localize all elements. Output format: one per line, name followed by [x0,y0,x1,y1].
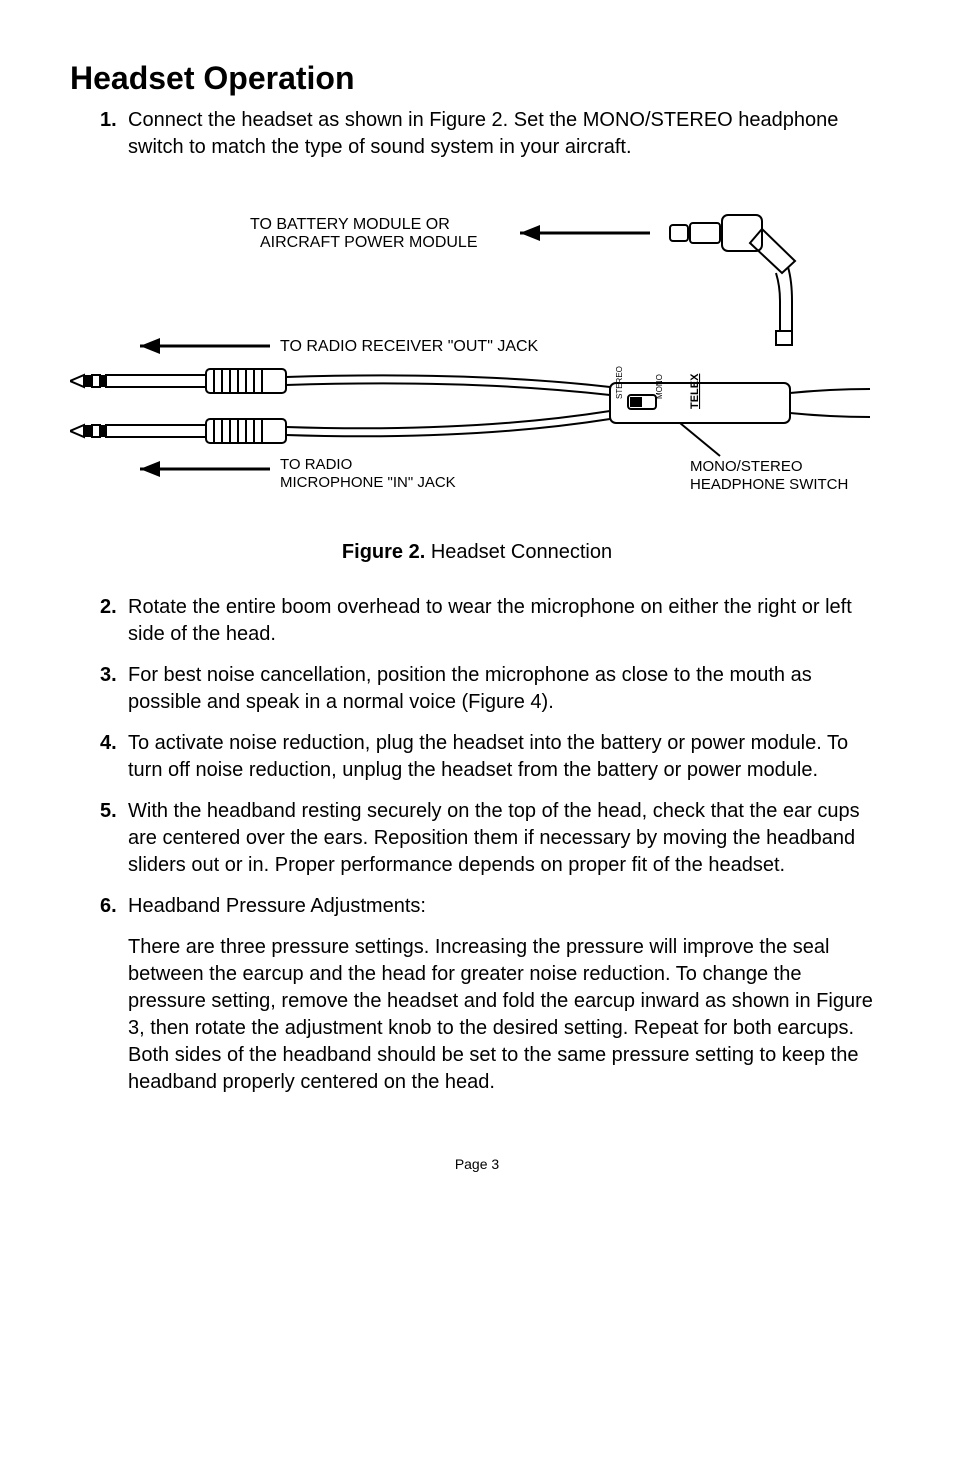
page-number: Page 3 [70,1156,884,1172]
instruction-list-2: 2. Rotate the entire boom overhead to we… [100,594,884,1096]
callout-line-icon [680,423,720,456]
figure-caption-bold: Figure 2. [342,541,425,563]
power-plug-icon [670,215,795,345]
label-brand: TELEX [689,373,701,409]
item-continuation: There are three pressure settings. Incre… [128,934,884,1096]
item-number: 6. [100,893,128,920]
list-item: 3. For best noise cancellation, position… [100,662,884,716]
figure-2-diagram: TO BATTERY MODULE OR AIRCRAFT POWER MODU… [70,201,884,521]
label-battery-line1: TO BATTERY MODULE OR [250,216,450,233]
label-in-jack-line2: MICROPHONE "IN" JACK [280,474,456,491]
audio-plug-in-icon [70,411,610,443]
item-text: Headband Pressure Adjustments: [128,893,884,920]
item-text: With the headband resting securely on th… [128,798,884,879]
list-item: 1. Connect the headset as shown in Figur… [100,107,884,161]
label-switch-line1: MONO/STEREO [690,458,803,475]
item-number: 3. [100,662,128,716]
item-text: To activate noise reduction, plug the he… [128,730,884,784]
label-mono: MONO [655,374,664,399]
item-number: 4. [100,730,128,784]
item-text: Connect the headset as shown in Figure 2… [128,107,884,161]
audio-plug-out-icon [70,369,610,395]
list-item: 2. Rotate the entire boom overhead to we… [100,594,884,648]
item-number: 5. [100,798,128,879]
label-out-jack: TO RADIO RECEIVER "OUT" JACK [280,338,539,355]
label-in-jack-line1: TO RADIO [280,456,352,473]
item-text: Rotate the entire boom overhead to wear … [128,594,884,648]
label-stereo: STEREO [615,366,624,399]
list-item: 4. To activate noise reduction, plug the… [100,730,884,784]
figure-caption: Figure 2. Headset Connection [70,541,884,564]
instruction-list: 1. Connect the headset as shown in Figur… [100,107,884,161]
item-number: 2. [100,594,128,648]
arrow-battery-icon [520,225,650,241]
arrow-out-icon [140,338,270,354]
item-text: For best noise cancellation, position th… [128,662,884,716]
arrow-in-icon [140,461,270,477]
page-title: Headset Operation [70,60,884,97]
label-switch-line2: HEADPHONE SWITCH [690,476,848,493]
list-item: 5. With the headband resting securely on… [100,798,884,879]
list-item: 6. Headband Pressure Adjustments: [100,893,884,920]
mono-stereo-switch-icon: MONO STEREO TELEX [610,366,870,423]
item-number: 1. [100,107,128,161]
figure-caption-text: Headset Connection [425,541,612,563]
label-battery-line2: AIRCRAFT POWER MODULE [260,234,478,251]
